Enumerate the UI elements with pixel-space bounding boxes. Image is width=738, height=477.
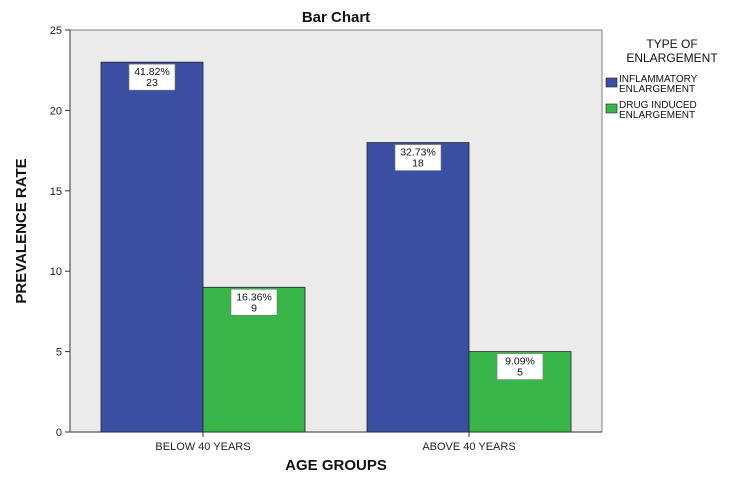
legend-item-label: ENLARGEMENT [619,84,695,95]
data-label-box [128,63,176,91]
data-label-box [496,353,544,380]
chart-title: Bar Chart [302,9,370,26]
y-tick-label: 10 [50,266,62,278]
data-label-percent: 9.09% [505,356,535,368]
data-label-box [230,288,278,316]
y-tick-label: 20 [50,105,62,117]
y-tick-label: 5 [56,347,62,359]
x-axis-title: AGE GROUPS [285,457,387,474]
data-label-count: 5 [517,367,523,379]
data-labels: 41.82%23 16.36%9 32.73%18 9.09%5 [128,63,544,380]
x-axis: BELOW 40 YEARS ABOVE 40 YEARS [70,431,602,453]
x-tick-label: ABOVE 40 YEARS [422,441,515,453]
y-axis: 0 5 10 15 20 25 [50,25,71,439]
data-label-percent: 41.82% [134,66,170,78]
data-label-percent: 16.36% [236,291,272,303]
legend-item-label: ENLARGEMENT [619,110,695,121]
bars [100,61,572,433]
y-tick-label: 25 [50,25,62,37]
legend-title-line-2: ENLARGEMENT [626,51,718,65]
legend: TYPE OF ENLARGEMENT INFLAMMATORYENLARGEM… [605,37,718,121]
legend-item-label: DRUG INDUCED [619,100,697,111]
data-label-count: 18 [412,158,424,170]
data-label-box [394,144,442,171]
legend-title-line-1: TYPE OF [646,37,697,51]
bar [100,61,204,433]
data-label-count: 9 [251,302,257,314]
data-label-count: 23 [146,77,158,89]
legend-swatch [605,103,618,114]
x-tick-label: BELOW 40 YEARS [155,441,250,453]
y-tick-label: 15 [50,186,62,198]
y-tick-label: 0 [56,427,62,439]
legend-swatch [605,77,618,88]
legend-item-label: INFLAMMATORY [619,74,698,85]
bar [366,142,470,433]
y-axis-title: PREVALENCE RATE [13,158,30,303]
data-label-percent: 32.73% [400,147,436,159]
